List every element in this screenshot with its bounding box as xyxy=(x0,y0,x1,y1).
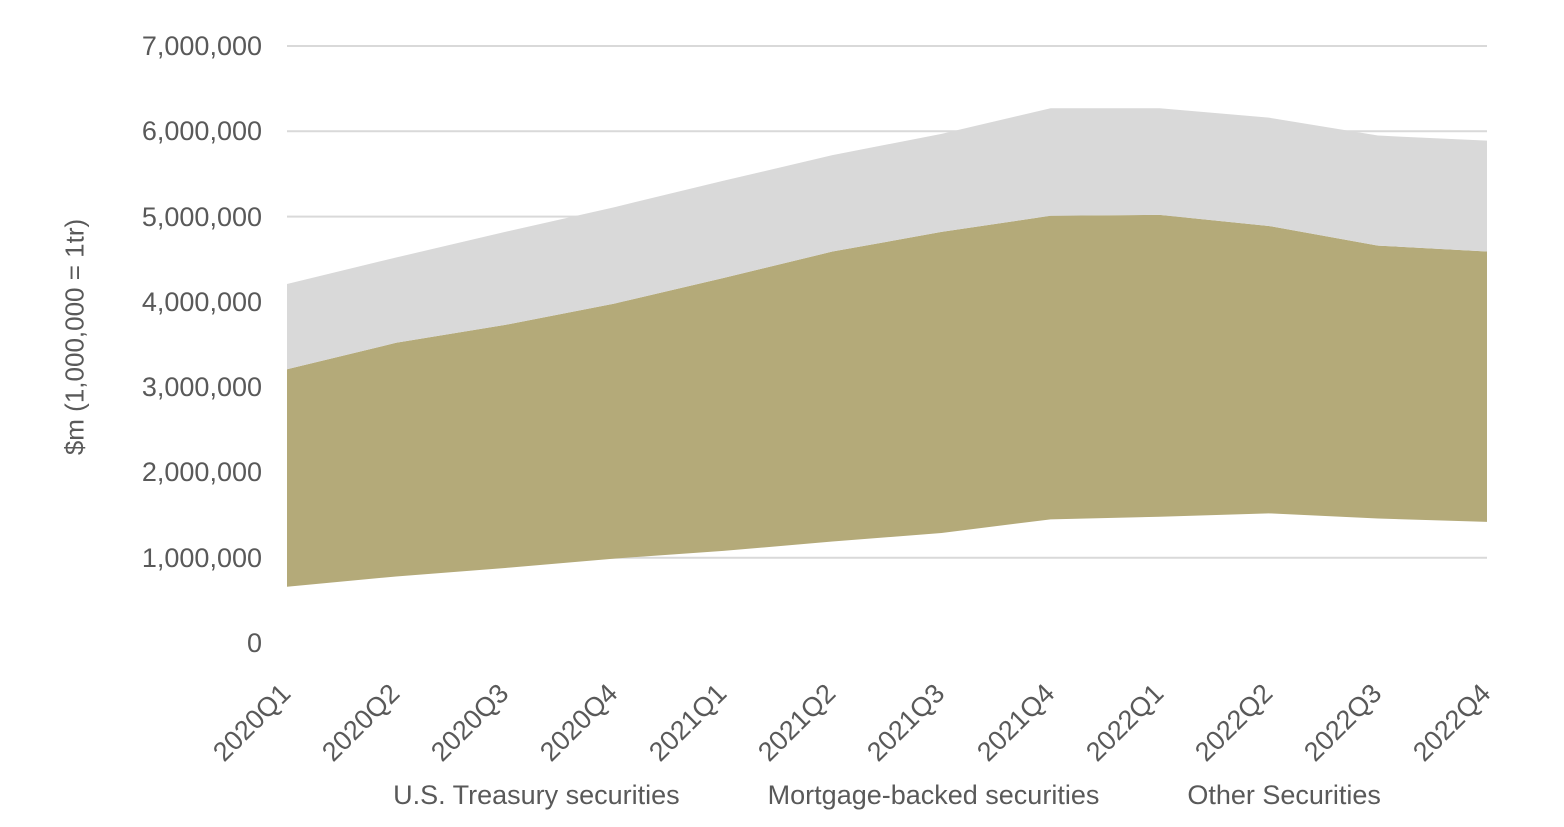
y-tick-label: 5,000,000 xyxy=(141,201,262,232)
legend-item-other: Other Securities xyxy=(1187,780,1381,810)
y-tick-label: 1,000,000 xyxy=(141,542,262,573)
area-series-1 xyxy=(287,214,1487,587)
legend-item-treasury: U.S. Treasury securities xyxy=(393,780,680,810)
y-tick-label: 7,000,000 xyxy=(141,31,262,61)
legend-item-mbs: Mortgage-backed securities xyxy=(767,780,1100,810)
y-tick-label: 3,000,000 xyxy=(141,372,262,403)
y-tick-label: 6,000,000 xyxy=(141,116,262,147)
y-axis-title: $m (1,000,000 = 1tr) xyxy=(59,218,90,456)
legend: U.S. Treasury securities Mortgage-backed… xyxy=(287,780,1487,811)
y-tick-label: 0 xyxy=(246,628,262,658)
y-tick-label: 4,000,000 xyxy=(141,286,262,317)
area-series-2 xyxy=(287,108,1487,370)
y-tick-label: 2,000,000 xyxy=(141,457,262,488)
